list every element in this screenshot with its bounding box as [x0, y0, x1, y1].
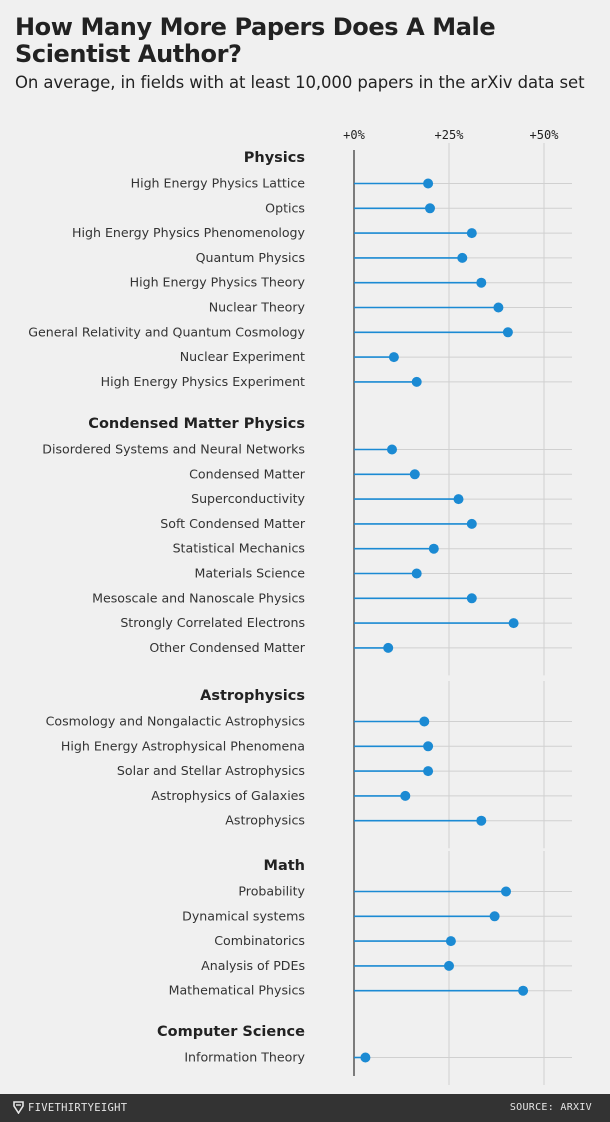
- lollipop-dot: [501, 886, 511, 897]
- lollipop-dot: [419, 716, 430, 727]
- lollipop-dot: [400, 790, 411, 801]
- fivethirtyeight-logo-icon: [13, 1101, 24, 1114]
- row-label: Astrophysics of Galaxies: [151, 788, 305, 803]
- group-header: Computer Science: [157, 1024, 305, 1040]
- x-tick-label: +0%: [343, 128, 365, 142]
- row-label: High Energy Physics Lattice: [131, 176, 306, 191]
- lollipop-dot: [489, 911, 500, 922]
- chart-title: How Many More Papers Does A Male Scienti…: [15, 13, 496, 68]
- row-label: Superconductivity: [191, 491, 305, 506]
- source-label: SOURCE: ARXIV: [509, 1102, 592, 1113]
- row-label: Combinatorics: [214, 933, 305, 948]
- brand-name[interactable]: FIVETHIRTYEIGHT: [28, 1101, 128, 1114]
- row-label: Probability: [238, 884, 305, 899]
- row-label: High Energy Astrophysical Phenomena: [61, 738, 305, 753]
- lollipop-dot: [476, 815, 487, 826]
- lollipop-dot: [466, 593, 477, 604]
- lollipop-dot: [428, 543, 439, 554]
- group-header: Astrophysics: [200, 688, 305, 704]
- x-tick-label: +50%: [530, 128, 560, 142]
- lollipop-dot: [453, 494, 464, 505]
- row-label: Condensed Matter: [189, 466, 306, 481]
- row-label: Astrophysics: [225, 813, 305, 828]
- lollipop-dot: [411, 568, 422, 579]
- row-label: Nuclear Experiment: [180, 349, 305, 364]
- group-header: Math: [264, 858, 305, 874]
- lollipop-dot: [383, 642, 394, 653]
- lollipop-dot: [360, 1052, 371, 1063]
- row-label: Analysis of PDEs: [201, 958, 305, 973]
- x-tick-label: +25%: [435, 128, 465, 142]
- row-label: Solar and Stellar Astrophysics: [117, 763, 305, 778]
- lollipop-dot: [409, 469, 420, 480]
- brand: FIVETHIRTYEIGHT: [13, 1101, 127, 1114]
- lollipop-dot: [411, 376, 422, 387]
- row-label: Strongly Correlated Electrons: [120, 615, 305, 630]
- row-label: Cosmology and Nongalactic Astrophysics: [46, 714, 305, 729]
- row-label: Disordered Systems and Neural Networks: [42, 442, 305, 457]
- row-label: Soft Condensed Matter: [160, 516, 306, 531]
- lollipop-dot: [466, 228, 477, 239]
- lollipop-dot: [508, 618, 519, 629]
- chart-subtitle: On average, in fields with at least 10,0…: [15, 73, 585, 92]
- lollipop-dot: [423, 741, 434, 752]
- row-label: High Energy Physics Phenomenology: [72, 225, 306, 240]
- lollipop-dot: [502, 327, 513, 338]
- row-label: Quantum Physics: [196, 250, 305, 265]
- lollipop-chart: +0% +25% +50% Physics Condensed Matter Physi…: [28, 128, 572, 1085]
- row-label: High Energy Physics Theory: [130, 275, 306, 290]
- lollipop-dot: [425, 203, 435, 214]
- group-header: Condensed Matter Physics: [88, 416, 305, 432]
- lollipop-dot: [423, 178, 434, 189]
- row-label: Nuclear Theory: [209, 300, 306, 315]
- row-label: High Energy Physics Experiment: [101, 374, 305, 389]
- row-label: General Relativity and Quantum Cosmology: [28, 324, 305, 339]
- lollipop-dot: [388, 352, 399, 363]
- group-header: Physics: [244, 150, 305, 166]
- row-label: Other Condensed Matter: [149, 640, 305, 655]
- row-label: Information Theory: [184, 1050, 305, 1065]
- lollipop-dot: [476, 277, 487, 288]
- lollipop-dot: [423, 766, 434, 777]
- row-label: Statistical Mechanics: [173, 541, 305, 556]
- row-label: Optics: [265, 200, 305, 215]
- lollipop-dot: [387, 444, 397, 455]
- lollipop-dot: [445, 936, 456, 947]
- row-label: Mathematical Physics: [169, 983, 305, 998]
- lollipop-dot: [457, 252, 468, 263]
- lollipop-dot: [493, 302, 504, 313]
- footer-bar: FIVETHIRTYEIGHT SOURCE: ARXIV: [0, 1094, 610, 1122]
- lollipop-dot: [444, 960, 454, 971]
- row-label: Dynamical systems: [182, 908, 305, 923]
- row-label: Materials Science: [194, 566, 305, 581]
- lollipop-dot: [466, 518, 477, 529]
- lollipop-dot: [518, 985, 529, 996]
- row-label: Mesoscale and Nanoscale Physics: [92, 590, 305, 605]
